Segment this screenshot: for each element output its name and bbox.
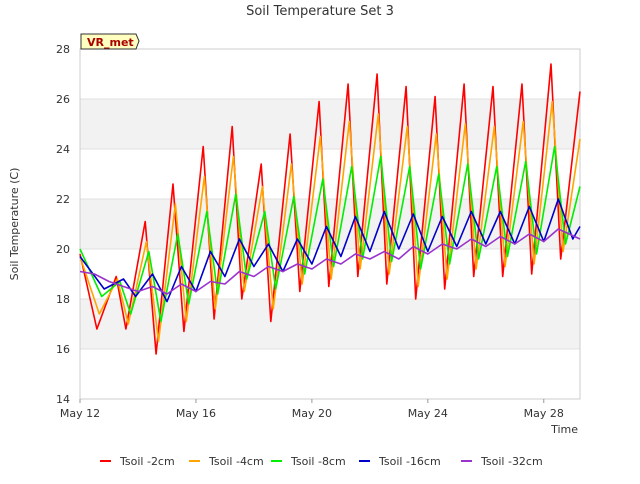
series-line-tsoil-8cm [79, 145, 581, 323]
y-tick-label: 26 [56, 93, 70, 106]
x-tick-label: May 28 [524, 407, 564, 420]
legend-label: Tsoil -2cm [119, 455, 175, 468]
legend-label: Tsoil -16cm [378, 455, 441, 468]
legend-item: Tsoil -2cm [100, 455, 175, 468]
legend: Tsoil -2cm Tsoil -4cm Tsoil -8cm Tsoil -16c… [100, 455, 543, 468]
y-tick-label: 20 [56, 243, 70, 256]
y-tick-label: 24 [56, 143, 70, 156]
series-line-tsoil-32cm [79, 228, 581, 295]
y-tick-label: 16 [56, 343, 70, 356]
grid-band [80, 49, 580, 99]
y-tick-label: 14 [56, 393, 70, 406]
legend-item: Tsoil -32cm [461, 455, 543, 468]
y-tick-label: 22 [56, 193, 70, 206]
legend-label: Tsoil -4cm [208, 455, 264, 468]
legend-label: Tsoil -8cm [290, 455, 346, 468]
x-tick-label: May 20 [292, 407, 332, 420]
y-axis-label: Soil Temperature (C) [8, 168, 21, 281]
x-tick-label: May 24 [408, 407, 448, 420]
plot-frame [79, 48, 581, 400]
x-tick-label: May 16 [176, 407, 216, 420]
y-tick-label: 18 [56, 293, 70, 306]
legend-label: Tsoil -32cm [480, 455, 543, 468]
legend-item: Tsoil -4cm [189, 455, 264, 468]
chart-title: Soil Temperature Set 3 [246, 4, 394, 19]
grid-band [80, 149, 580, 199]
y-tick-label: 28 [56, 43, 70, 56]
grid-band [80, 349, 580, 399]
legend-item: Tsoil -16cm [359, 455, 441, 468]
legend-item: Tsoil -8cm [271, 455, 346, 468]
station-badge-box [80, 33, 140, 50]
x-tick-label: May 12 [60, 407, 100, 420]
grid-band [80, 99, 580, 149]
station-badge-label: VR_met [87, 36, 134, 49]
station-badge: VR_met [80, 33, 140, 50]
series-line-tsoil-16cm [79, 198, 581, 303]
x-axis-label: Time [550, 423, 578, 436]
